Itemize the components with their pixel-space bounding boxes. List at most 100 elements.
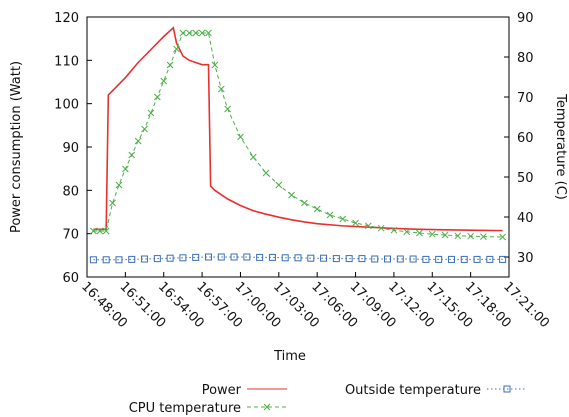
y2-tick-label: 50 <box>517 171 534 186</box>
marker <box>320 254 328 262</box>
marker <box>263 403 271 411</box>
marker <box>141 125 148 133</box>
marker <box>364 222 372 230</box>
marker <box>185 29 193 37</box>
marker <box>173 45 180 53</box>
marker <box>313 205 321 213</box>
marker <box>243 253 251 261</box>
marker <box>390 226 398 234</box>
legend-label: Outside temperature <box>345 383 481 398</box>
marker <box>204 253 212 261</box>
marker <box>352 219 359 227</box>
y2-axis-title: Temperature (C) <box>553 93 568 200</box>
y-tick-label: 110 <box>54 54 79 69</box>
y-tick-label: 120 <box>54 11 79 26</box>
marker <box>192 29 200 37</box>
marker <box>96 227 104 235</box>
marker <box>268 253 276 261</box>
y2-tick-label: 90 <box>517 11 534 26</box>
y2-tick-label: 70 <box>517 91 534 106</box>
marker <box>409 255 417 263</box>
marker <box>147 109 155 117</box>
y-tick-label: 100 <box>54 98 79 113</box>
marker <box>454 232 462 240</box>
marker <box>467 232 474 240</box>
y2-tick-label: 40 <box>517 211 534 226</box>
marker <box>307 254 315 262</box>
marker <box>416 229 423 237</box>
marker <box>256 253 264 261</box>
marker <box>486 255 494 263</box>
marker <box>262 169 270 177</box>
marker <box>115 256 123 264</box>
marker <box>473 255 481 263</box>
marker <box>128 255 136 263</box>
y-tick-label: 70 <box>62 228 79 243</box>
marker <box>499 255 507 263</box>
marker <box>332 255 340 263</box>
marker <box>89 256 97 264</box>
marker <box>122 165 129 173</box>
marker <box>153 255 161 263</box>
marker <box>275 181 283 189</box>
marker <box>358 255 366 263</box>
y2-tick-label: 30 <box>517 251 534 266</box>
marker <box>377 224 385 232</box>
marker <box>128 151 136 159</box>
marker <box>166 61 174 69</box>
marker <box>217 253 225 261</box>
marker <box>179 254 187 262</box>
marker <box>217 85 225 93</box>
marker <box>205 29 212 37</box>
marker <box>503 385 511 393</box>
marker <box>115 181 123 189</box>
marker <box>249 153 257 161</box>
marker <box>281 254 289 262</box>
marker <box>301 199 308 207</box>
marker <box>460 255 468 263</box>
legend-label: Power <box>202 383 242 398</box>
y2-tick-label: 60 <box>517 131 534 146</box>
legend-item: CPU temperature <box>129 401 287 416</box>
marker <box>141 255 149 263</box>
y-tick-label: 80 <box>62 184 79 199</box>
marker <box>153 93 161 101</box>
marker <box>224 105 232 113</box>
marker <box>90 227 97 235</box>
series-line <box>93 32 503 238</box>
marker <box>102 256 110 264</box>
marker <box>230 253 238 261</box>
series-line <box>93 256 503 261</box>
marker <box>480 233 487 240</box>
marker <box>166 254 174 262</box>
marker <box>345 255 353 263</box>
marker <box>102 227 110 235</box>
marker <box>447 255 455 263</box>
y-tick-label: 60 <box>62 271 79 286</box>
marker <box>160 77 168 85</box>
series-line <box>93 26 503 232</box>
marker <box>134 137 142 145</box>
marker <box>384 255 392 263</box>
y-tick-label: 90 <box>62 141 79 156</box>
marker <box>192 253 200 261</box>
marker <box>396 255 404 263</box>
marker <box>499 233 506 241</box>
marker <box>339 215 347 223</box>
marker <box>441 231 449 239</box>
legend-item: Outside temperature <box>345 383 527 398</box>
marker <box>288 191 295 199</box>
marker <box>198 29 206 37</box>
marker <box>326 211 334 219</box>
marker <box>428 230 436 238</box>
marker <box>109 199 116 207</box>
marker <box>211 61 219 69</box>
marker <box>237 133 244 141</box>
plot-frame <box>86 16 510 278</box>
marker <box>294 254 302 262</box>
x-axis-title: Time <box>273 349 306 364</box>
marker <box>179 29 187 37</box>
marker <box>422 255 430 263</box>
legend-label: CPU temperature <box>129 401 241 416</box>
